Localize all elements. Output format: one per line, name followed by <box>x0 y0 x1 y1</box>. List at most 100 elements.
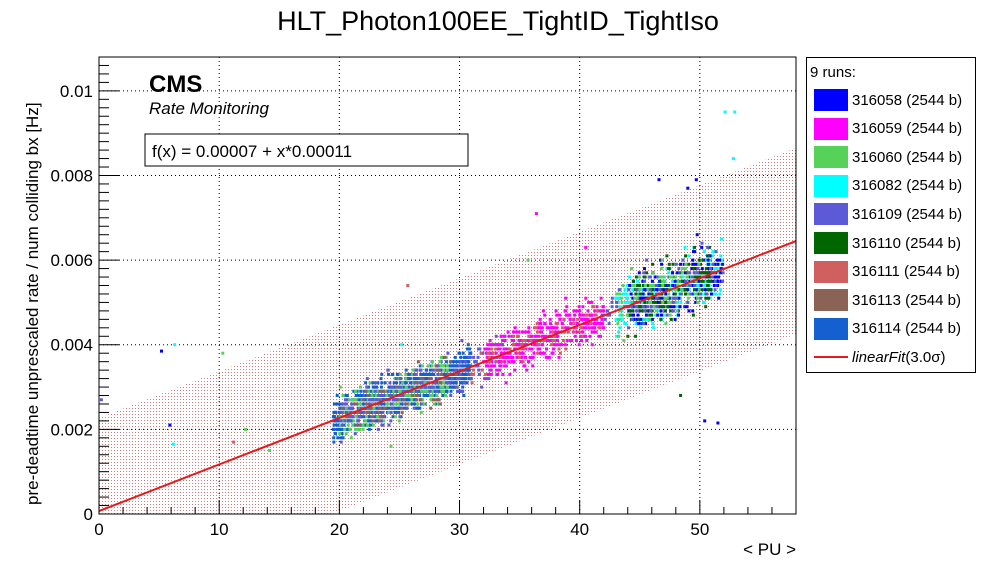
data-point <box>634 334 638 338</box>
fit-band <box>99 147 796 514</box>
data-point <box>361 398 365 402</box>
data-point <box>581 330 585 334</box>
data-point <box>632 313 635 317</box>
data-point <box>665 254 669 258</box>
data-point <box>516 351 520 355</box>
data-point <box>565 313 568 317</box>
data-point <box>389 410 393 414</box>
data-point <box>484 364 488 368</box>
data-point <box>713 267 717 271</box>
data-point <box>684 271 687 275</box>
data-point <box>565 305 569 309</box>
data-point <box>434 377 438 381</box>
data-point <box>339 419 342 423</box>
data-point <box>446 372 450 376</box>
data-point <box>593 330 597 334</box>
data-point <box>428 372 432 376</box>
data-point <box>350 398 354 402</box>
data-point <box>445 364 449 368</box>
data-point <box>486 343 490 347</box>
data-point <box>345 415 349 419</box>
data-point <box>488 343 492 347</box>
data-point <box>410 385 414 389</box>
data-point <box>697 292 701 296</box>
data-point <box>380 394 384 397</box>
data-point <box>401 381 405 385</box>
data-point <box>401 389 405 393</box>
data-point <box>443 355 447 359</box>
data-point <box>449 364 453 368</box>
data-point <box>354 402 358 406</box>
data-point <box>512 334 516 338</box>
data-point <box>422 402 426 406</box>
data-point <box>682 279 686 283</box>
data-point <box>356 406 360 410</box>
data-point <box>494 347 498 351</box>
legend-item: 316113 (2544 b) <box>814 288 961 312</box>
data-point <box>654 300 657 304</box>
data-point <box>461 360 465 364</box>
data-point <box>477 372 481 376</box>
data-point <box>466 368 470 372</box>
data-point <box>618 309 622 313</box>
data-point <box>450 360 454 364</box>
data-point <box>688 271 692 275</box>
data-point <box>416 402 419 406</box>
data-point <box>221 351 225 355</box>
data-point <box>663 279 667 283</box>
data-point <box>366 419 370 423</box>
data-point <box>398 415 402 419</box>
data-point <box>706 254 710 258</box>
data-point <box>385 402 389 406</box>
legend-label: 316109 (2544 b) <box>852 205 963 223</box>
data-point <box>469 377 473 381</box>
data-point <box>671 271 674 275</box>
data-point <box>457 377 461 381</box>
data-point <box>626 284 630 287</box>
data-point <box>602 326 606 330</box>
data-point <box>487 355 491 359</box>
data-point <box>615 300 619 304</box>
data-point <box>439 381 443 385</box>
data-point <box>721 279 725 283</box>
data-point <box>711 262 715 266</box>
data-point <box>376 381 380 385</box>
data-point <box>631 296 635 300</box>
data-point <box>676 300 680 304</box>
data-point <box>355 423 359 427</box>
data-point <box>620 317 624 321</box>
data-point <box>340 410 344 414</box>
data-point <box>549 339 552 342</box>
y-tick-label: 0.004 <box>50 336 93 355</box>
data-point <box>489 372 493 376</box>
data-point <box>696 300 700 304</box>
data-point <box>332 427 336 431</box>
data-point <box>595 305 599 309</box>
data-point <box>535 322 539 326</box>
data-point <box>418 406 422 410</box>
cms-label: CMS <box>149 71 202 98</box>
data-point <box>555 330 559 334</box>
data-point <box>716 271 720 275</box>
data-point <box>644 313 648 317</box>
data-point <box>468 347 472 351</box>
data-point <box>648 317 652 321</box>
data-point <box>689 292 693 296</box>
data-point <box>695 288 699 292</box>
data-point <box>671 284 675 287</box>
data-point <box>621 284 625 287</box>
legend-swatch <box>814 260 848 283</box>
data-point <box>668 275 672 279</box>
data-point <box>347 398 351 402</box>
legend-item: 316110 (2544 b) <box>814 231 961 255</box>
legend-fit-label: linearFit <box>852 348 906 366</box>
data-point <box>468 351 472 355</box>
data-point <box>618 326 622 330</box>
data-point <box>493 364 497 368</box>
data-point <box>441 364 445 368</box>
data-point <box>608 313 612 317</box>
data-point <box>383 381 387 385</box>
data-point <box>463 381 466 385</box>
data-point <box>597 326 601 330</box>
data-point <box>658 288 662 292</box>
